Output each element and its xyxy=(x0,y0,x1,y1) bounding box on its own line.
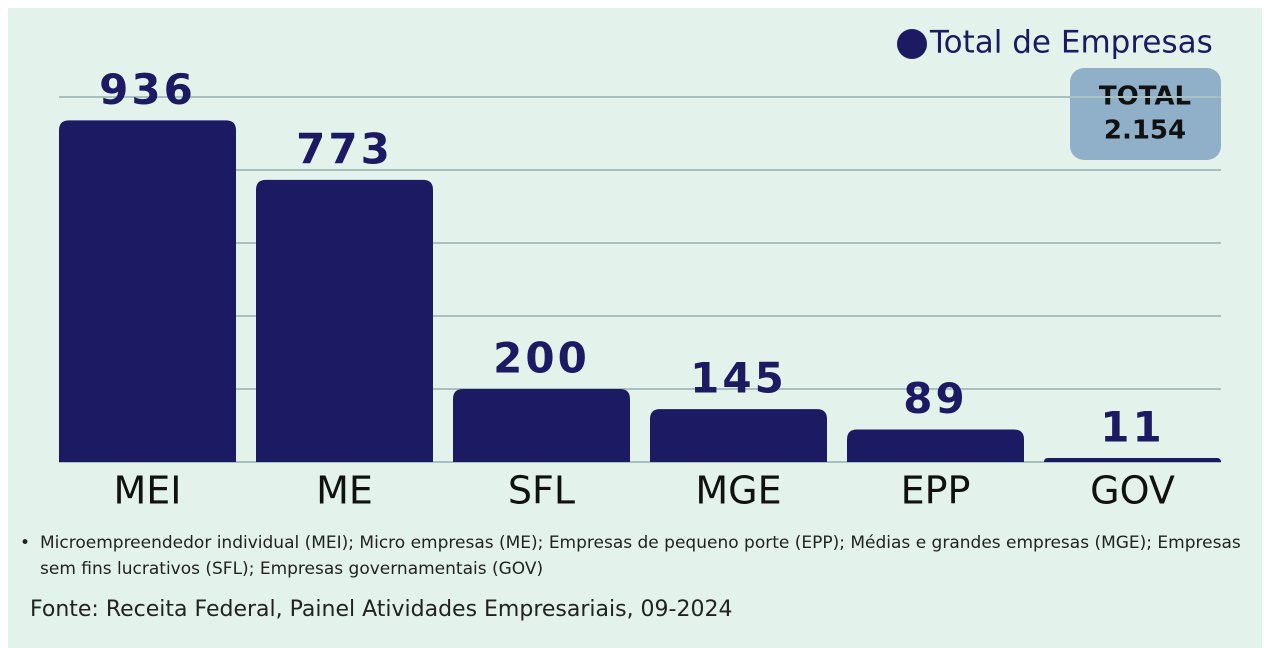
legend-label: Total de Empresas xyxy=(929,25,1213,61)
footnote: Microempreendedor individual (MEI); Micr… xyxy=(20,530,1255,582)
bar xyxy=(1044,457,1221,462)
total-value: 2.154 xyxy=(1104,116,1186,146)
value-label: 89 xyxy=(903,374,967,423)
bar xyxy=(847,429,1024,462)
value-label: 200 xyxy=(493,334,590,383)
value-label: 936 xyxy=(99,65,196,114)
bar xyxy=(59,120,236,463)
value-label: 11 xyxy=(1100,402,1164,451)
bar xyxy=(453,389,630,462)
bar xyxy=(650,409,827,462)
total-box xyxy=(1070,68,1221,160)
x-tick-label: EPP xyxy=(901,469,971,513)
x-tick-label: SFL xyxy=(508,469,575,513)
source: Fonte: Receita Federal, Painel Atividade… xyxy=(30,597,733,622)
x-tick-label: MEI xyxy=(113,469,181,513)
x-tick-label: GOV xyxy=(1090,469,1175,513)
x-tick-label: ME xyxy=(316,469,373,513)
bar xyxy=(256,179,433,463)
value-label: 145 xyxy=(690,354,787,403)
legend-swatch xyxy=(897,29,927,59)
value-label: 773 xyxy=(296,124,393,173)
x-tick-label: MGE xyxy=(695,469,781,513)
